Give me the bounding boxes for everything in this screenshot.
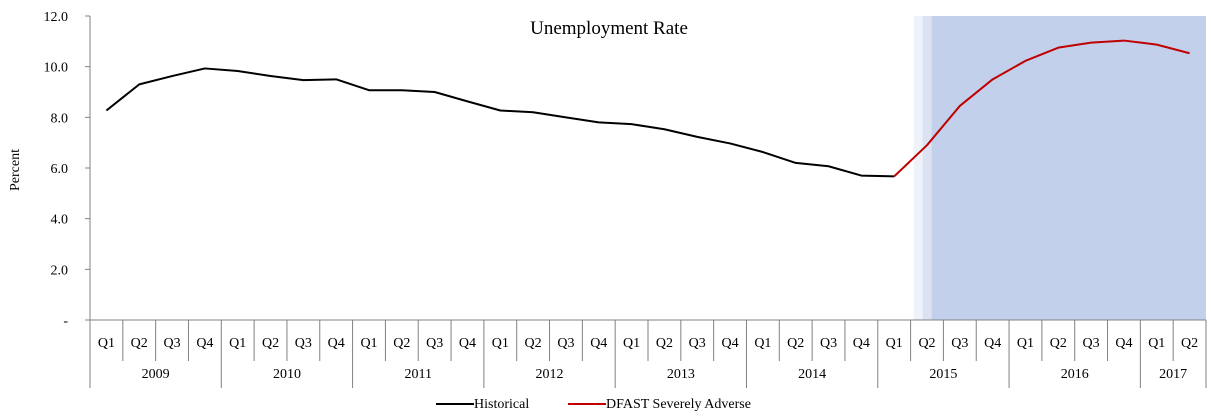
legend-label-historical: Historical (474, 397, 529, 412)
quarter-label: Q3 (951, 336, 968, 351)
shade-forecast (931, 16, 1206, 320)
quarter-label: Q3 (557, 336, 574, 351)
quarter-label: Q4 (196, 336, 213, 351)
y-tick-label: 2.0 (51, 263, 69, 278)
quarter-label: Q3 (1083, 336, 1100, 351)
quarter-label: Q2 (393, 336, 410, 351)
quarter-label: Q1 (98, 336, 115, 351)
forecast-shading (913, 16, 1206, 320)
legend: Historical DFAST Severely Adverse (436, 397, 751, 412)
quarter-label: Q4 (328, 336, 345, 351)
y-tick-label: 8.0 (51, 111, 69, 126)
quarter-label: Q2 (525, 336, 542, 351)
quarter-label: Q2 (262, 336, 279, 351)
y-tick-label: 10.0 (44, 61, 69, 76)
quarter-label: Q2 (131, 336, 148, 351)
y-tick-label: 12.0 (44, 10, 69, 25)
year-label: 2012 (536, 367, 564, 382)
y-tick-label: - (63, 314, 68, 329)
quarter-label: Q4 (721, 336, 738, 351)
quarter-label: Q1 (1148, 336, 1165, 351)
year-label: 2014 (798, 367, 826, 382)
year-label: 2009 (142, 367, 170, 382)
quarter-label: Q2 (1181, 336, 1198, 351)
quarter-label: Q4 (853, 336, 870, 351)
year-label: 2015 (929, 367, 957, 382)
quarter-label: Q3 (163, 336, 180, 351)
quarter-label: Q3 (820, 336, 837, 351)
y-tick-label: 6.0 (51, 162, 69, 177)
x-tick-labels: Q1 Q2 Q3 Q4 Q1 Q2 Q3 Q4 Q1 Q2 Q3 Q4 Q1 Q2 Q3 Q4 Q1 Q2 Q3 Q4… (98, 336, 1198, 382)
quarter-label: Q2 (1050, 336, 1067, 351)
quarter-label: Q4 (459, 336, 476, 351)
year-label: 2011 (404, 367, 431, 382)
year-label: 2010 (273, 367, 301, 382)
series-lines (105, 39, 1190, 178)
quarter-label: Q1 (492, 336, 509, 351)
quarter-label: Q3 (295, 336, 312, 351)
year-label: 2016 (1061, 367, 1089, 382)
quarter-label: Q4 (984, 336, 1001, 351)
axes (85, 15, 1207, 388)
quarter-label: Q1 (623, 336, 640, 351)
series-line-historical (105, 67, 895, 178)
quarter-label: Q3 (689, 336, 706, 351)
shade-transition-light (913, 16, 923, 320)
year-label: 2013 (667, 367, 695, 382)
quarter-label: Q1 (886, 336, 903, 351)
quarter-label: Q4 (590, 336, 607, 351)
quarter-label: Q1 (229, 336, 246, 351)
y-tick-label: 4.0 (51, 213, 69, 228)
quarter-label: Q2 (787, 336, 804, 351)
quarter-label: Q3 (426, 336, 443, 351)
series-line-dfast-severely-adverse (893, 39, 1190, 178)
quarter-label: Q1 (360, 336, 377, 351)
quarter-label: Q1 (1017, 336, 1034, 351)
y-axis-label: Percent (8, 149, 23, 191)
legend-label-dfast-severely-adverse: DFAST Severely Adverse (606, 397, 751, 412)
quarter-label: Q4 (1115, 336, 1132, 351)
quarter-label: Q1 (754, 336, 771, 351)
year-label: 2017 (1159, 367, 1187, 382)
shade-transition-mid (922, 16, 932, 320)
quarter-label: Q2 (656, 336, 673, 351)
y-tick-labels: - 2.0 4.0 6.0 8.0 10.0 12.0 (44, 10, 69, 329)
quarter-label: Q2 (918, 336, 935, 351)
chart-title: Unemployment Rate (530, 18, 688, 39)
